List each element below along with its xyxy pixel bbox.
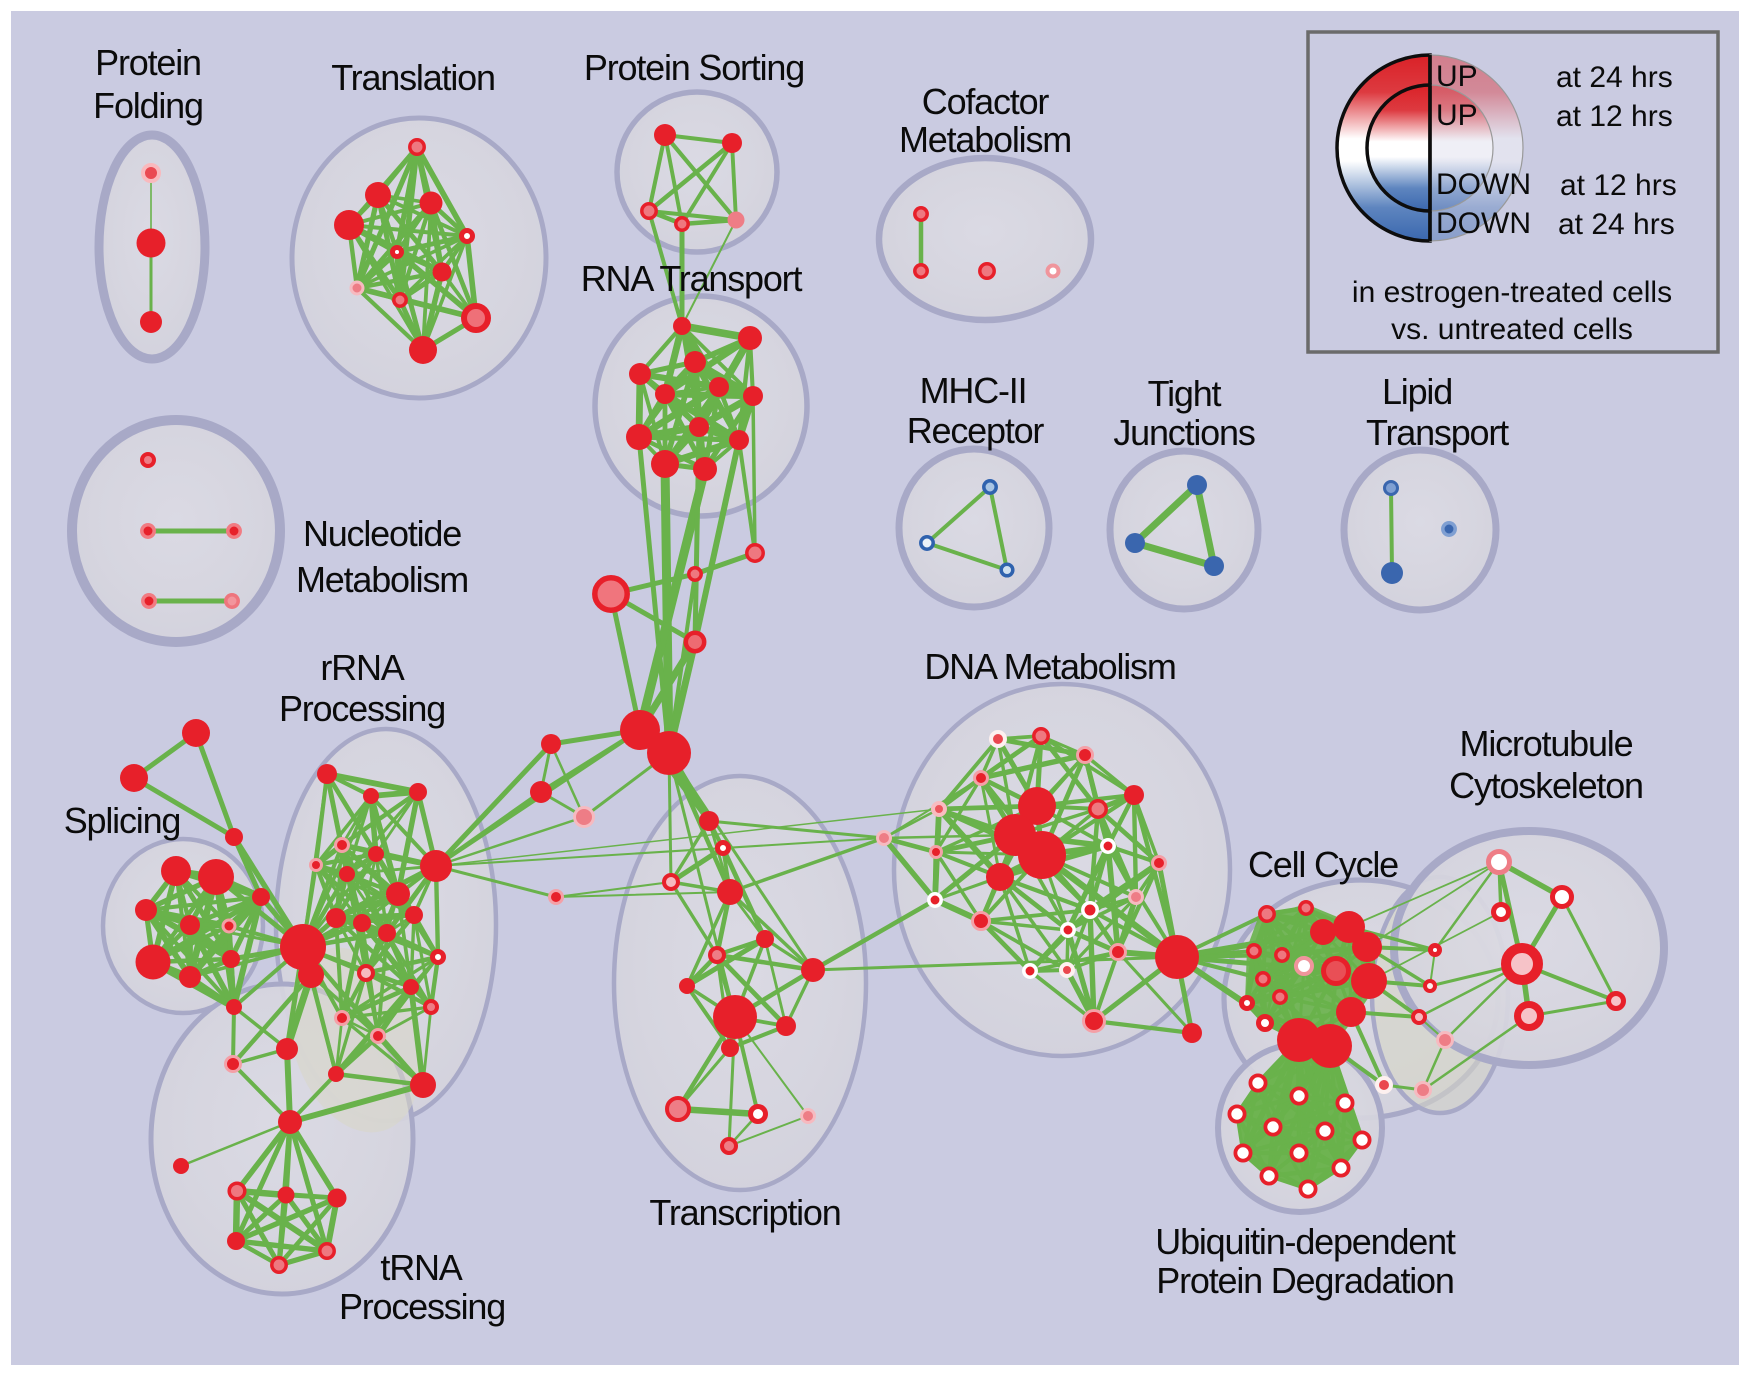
svg-text:Transcription: Transcription: [649, 1192, 840, 1233]
svg-text:Protein Degradation: Protein Degradation: [1156, 1260, 1453, 1301]
svg-text:tRNA: tRNA: [380, 1247, 462, 1288]
svg-text:Cofactor: Cofactor: [922, 81, 1050, 122]
svg-text:Metabolism: Metabolism: [899, 119, 1071, 160]
svg-text:MHC-II: MHC-II: [920, 370, 1027, 411]
svg-text:Cytoskeleton: Cytoskeleton: [1449, 765, 1643, 806]
svg-text:at 12 hrs: at 12 hrs: [1560, 169, 1677, 202]
svg-text:Processing: Processing: [279, 688, 445, 729]
svg-text:UP: UP: [1436, 99, 1478, 132]
svg-text:Tight: Tight: [1148, 373, 1222, 414]
svg-text:DOWN: DOWN: [1436, 207, 1531, 240]
svg-text:Junctions: Junctions: [1113, 412, 1254, 453]
svg-text:Folding: Folding: [93, 85, 203, 126]
svg-text:DNA Metabolism: DNA Metabolism: [924, 646, 1175, 687]
svg-text:Metabolism: Metabolism: [296, 559, 468, 600]
svg-text:at 24 hrs: at 24 hrs: [1558, 208, 1675, 241]
svg-text:at 12 hrs: at 12 hrs: [1556, 100, 1673, 133]
svg-text:Nucleotide: Nucleotide: [303, 513, 461, 554]
svg-text:Splicing: Splicing: [64, 800, 180, 841]
svg-text:vs. untreated cells: vs. untreated cells: [1391, 313, 1633, 346]
svg-text:Cell Cycle: Cell Cycle: [1248, 844, 1398, 885]
svg-text:Protein: Protein: [95, 42, 201, 83]
svg-text:in estrogen-treated cells: in estrogen-treated cells: [1352, 276, 1672, 309]
svg-text:UP: UP: [1436, 60, 1478, 93]
svg-text:Lipid: Lipid: [1382, 371, 1452, 412]
svg-text:Translation: Translation: [331, 57, 495, 98]
svg-text:RNA Transport: RNA Transport: [581, 258, 803, 299]
svg-text:Ubiquitin-dependent: Ubiquitin-dependent: [1155, 1221, 1456, 1262]
svg-text:at 24 hrs: at 24 hrs: [1556, 61, 1673, 94]
svg-text:Processing: Processing: [339, 1286, 505, 1327]
svg-text:Transport: Transport: [1366, 412, 1509, 453]
svg-text:Microtubule: Microtubule: [1460, 723, 1633, 764]
svg-text:Protein Sorting: Protein Sorting: [584, 47, 804, 88]
svg-text:DOWN: DOWN: [1436, 168, 1531, 201]
svg-text:Receptor: Receptor: [907, 410, 1045, 451]
svg-text:rRNA: rRNA: [320, 647, 404, 688]
